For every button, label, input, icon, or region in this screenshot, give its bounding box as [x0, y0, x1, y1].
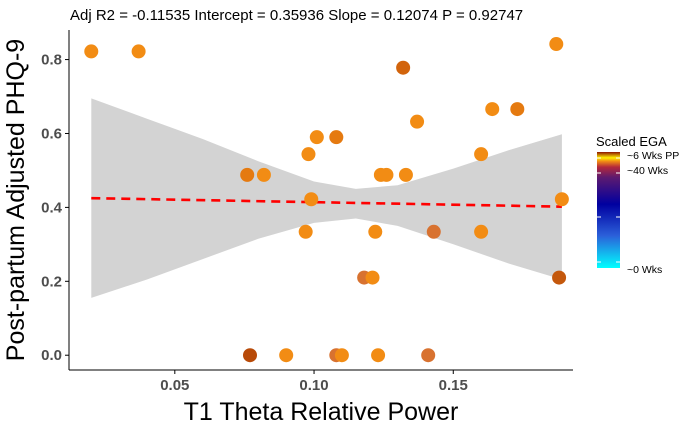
- legend-label-40wks: ~40 Wks: [627, 165, 668, 177]
- data-point: [410, 114, 425, 129]
- data-point: [304, 192, 319, 207]
- color-legend: Scaled EGA ~6 Wks PP ~40 Wks ~0 Wks: [596, 134, 679, 276]
- fit-line-layer: [91, 196, 562, 208]
- data-point: [334, 348, 349, 363]
- data-points-layer: [84, 37, 569, 363]
- data-point: [309, 130, 324, 145]
- x-ticks: 0.05 0.10 0.15: [160, 370, 468, 394]
- data-point: [368, 224, 383, 239]
- data-point: [298, 224, 313, 239]
- data-point: [301, 147, 316, 162]
- y-tick-label: 0.0: [41, 347, 62, 364]
- data-point: [242, 348, 257, 363]
- confidence-band: [91, 98, 562, 298]
- x-tick-label: 0.15: [439, 377, 468, 394]
- x-axis-title: T1 Theta Relative Power: [184, 398, 459, 426]
- data-point: [365, 270, 380, 285]
- data-point: [84, 44, 99, 59]
- y-tick-label: 0.4: [41, 199, 63, 216]
- legend-color-bar: [597, 152, 620, 268]
- confidence-band-layer: [91, 98, 562, 298]
- x-tick-label: 0.05: [160, 377, 189, 394]
- legend-ticks: [597, 157, 620, 263]
- data-point: [510, 102, 525, 117]
- y-axis-title: Post-partum Adjusted PHQ-9: [2, 39, 30, 361]
- data-point: [131, 44, 146, 59]
- x-tick-label: 0.10: [299, 377, 328, 394]
- y-tick-label: 0.2: [41, 273, 62, 290]
- axes: [68, 30, 573, 371]
- data-point: [485, 102, 500, 117]
- chart-title: Adj R2 = -0.11535 Intercept = 0.35936 Sl…: [70, 7, 523, 24]
- data-point: [256, 167, 271, 182]
- legend-title: Scaled EGA: [596, 134, 667, 149]
- data-point: [474, 224, 489, 239]
- data-point: [554, 192, 569, 207]
- data-point: [421, 348, 436, 363]
- data-point: [549, 37, 564, 52]
- data-point: [474, 147, 489, 162]
- data-point: [552, 270, 567, 285]
- data-point: [371, 348, 386, 363]
- regression-line: [91, 196, 562, 208]
- data-point: [279, 348, 294, 363]
- data-point: [240, 167, 255, 182]
- y-tick-label: 0.8: [41, 52, 62, 69]
- data-point: [426, 224, 441, 239]
- legend-label-6wks-pp: ~6 Wks PP: [627, 150, 679, 162]
- data-point: [398, 167, 413, 182]
- y-ticks: 0.0 0.2 0.4 0.6 0.8: [41, 52, 69, 364]
- data-point: [396, 60, 411, 75]
- data-point: [379, 167, 394, 182]
- legend-label-0wks: ~0 Wks: [627, 264, 662, 276]
- y-tick-label: 0.6: [41, 125, 62, 142]
- data-point: [329, 130, 344, 145]
